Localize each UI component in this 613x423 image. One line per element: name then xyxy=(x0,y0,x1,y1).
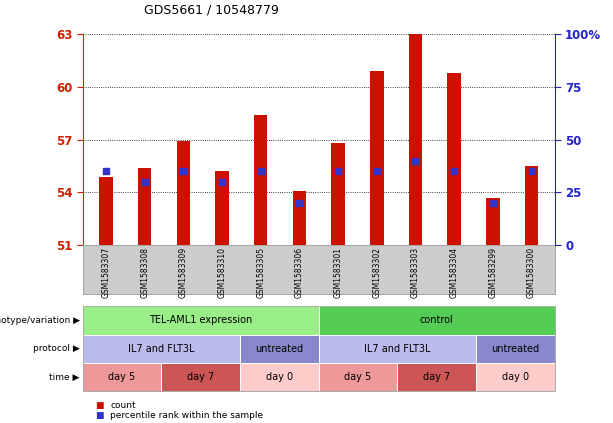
Text: untreated: untreated xyxy=(492,344,539,354)
Bar xyxy=(370,71,384,245)
Text: count: count xyxy=(110,401,136,410)
Bar xyxy=(215,171,229,245)
Bar xyxy=(254,115,267,245)
Text: ■: ■ xyxy=(95,401,104,410)
Point xyxy=(449,168,459,175)
Text: day 5: day 5 xyxy=(345,372,371,382)
Point xyxy=(256,168,265,175)
Bar xyxy=(138,168,151,245)
Point xyxy=(140,179,150,185)
Text: percentile rank within the sample: percentile rank within the sample xyxy=(110,411,264,420)
Point xyxy=(178,168,188,175)
Point xyxy=(217,179,227,185)
Text: day 0: day 0 xyxy=(266,372,293,382)
Text: IL7 and FLT3L: IL7 and FLT3L xyxy=(364,344,431,354)
Point xyxy=(101,168,111,175)
Text: ■: ■ xyxy=(95,411,104,420)
Text: day 7: day 7 xyxy=(423,372,451,382)
Text: untreated: untreated xyxy=(256,344,303,354)
Text: control: control xyxy=(420,316,454,325)
Text: TEL-AML1 expression: TEL-AML1 expression xyxy=(149,316,253,325)
Text: IL7 and FLT3L: IL7 and FLT3L xyxy=(128,344,195,354)
Bar xyxy=(292,191,306,245)
Point xyxy=(333,168,343,175)
Point xyxy=(411,157,421,164)
Bar xyxy=(409,32,422,245)
Bar xyxy=(332,143,345,245)
Point xyxy=(488,200,498,206)
Text: GDS5661 / 10548779: GDS5661 / 10548779 xyxy=(144,4,279,17)
Text: day 0: day 0 xyxy=(502,372,529,382)
Text: genotype/variation ▶: genotype/variation ▶ xyxy=(0,316,80,325)
Text: time ▶: time ▶ xyxy=(49,373,80,382)
Bar xyxy=(99,177,113,245)
Point xyxy=(294,200,304,206)
Bar xyxy=(486,198,500,245)
Bar xyxy=(177,141,190,245)
Bar xyxy=(525,166,538,245)
Text: protocol ▶: protocol ▶ xyxy=(33,344,80,353)
Text: day 7: day 7 xyxy=(187,372,215,382)
Point xyxy=(372,168,382,175)
Text: day 5: day 5 xyxy=(109,372,135,382)
Bar xyxy=(447,73,461,245)
Point xyxy=(527,168,536,175)
